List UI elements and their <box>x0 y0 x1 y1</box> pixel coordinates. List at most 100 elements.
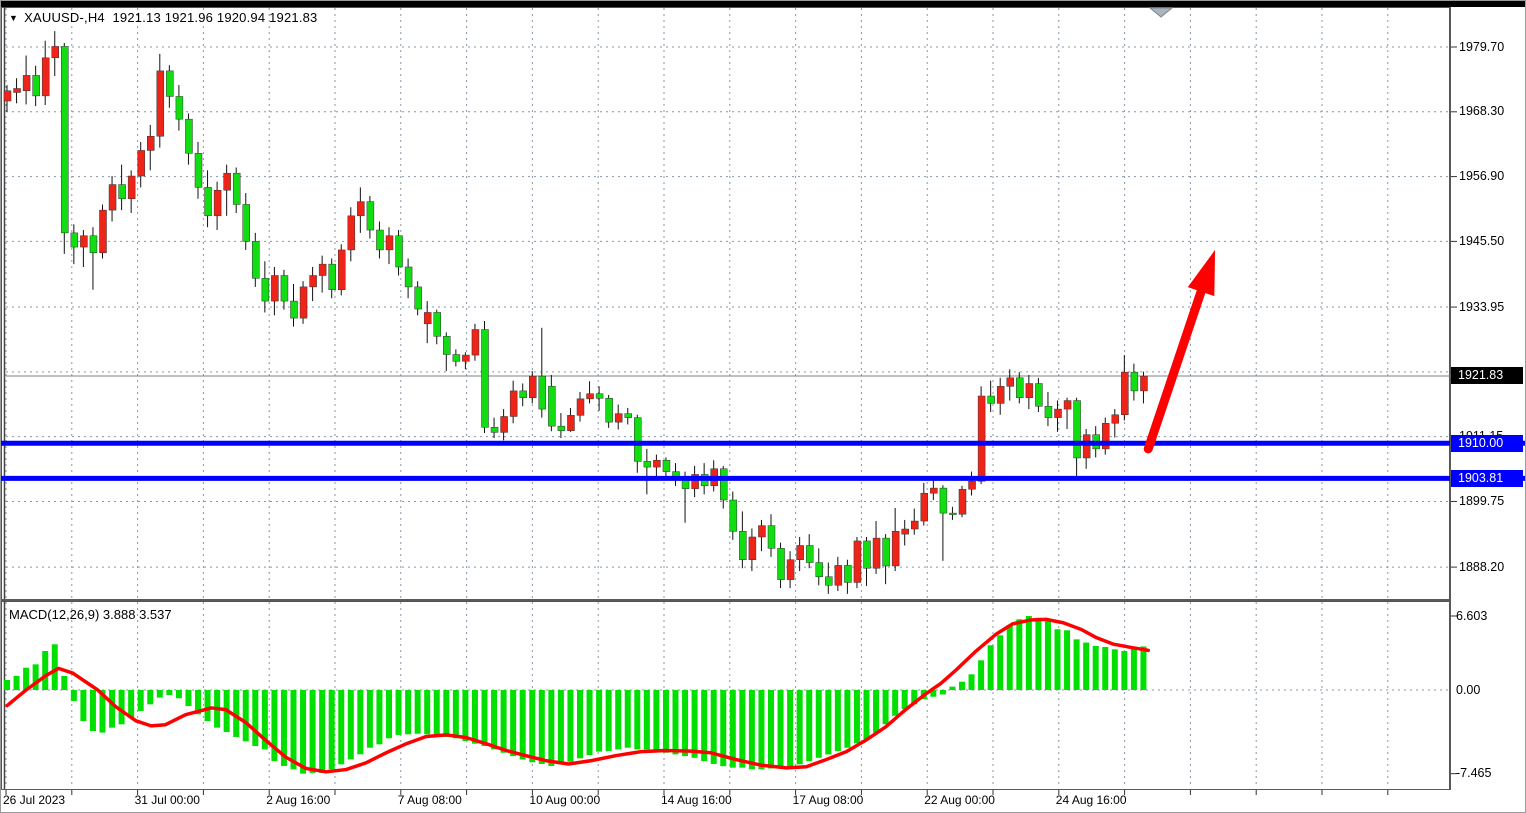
macd-histogram-bar <box>1016 619 1023 690</box>
macd-histogram-bar <box>42 651 49 690</box>
candle-body <box>490 427 499 433</box>
macd-histogram-bar <box>452 690 459 739</box>
macd-histogram-bar <box>300 690 307 774</box>
macd-histogram-bar <box>1111 649 1118 690</box>
candle-body <box>844 565 852 583</box>
candle-body <box>634 417 642 462</box>
candle-body <box>996 386 1005 404</box>
candle-body <box>786 559 795 580</box>
macd-histogram-bar <box>1073 639 1080 690</box>
macd-histogram-bar <box>653 690 660 752</box>
macd-histogram-bar <box>99 690 106 733</box>
macd-histogram-bar <box>968 674 975 690</box>
candle-body <box>185 118 193 154</box>
macd-histogram-bar <box>1035 617 1042 690</box>
macd-histogram-bar <box>758 690 765 770</box>
macd-histogram-bar <box>815 690 822 758</box>
macd-histogram-bar <box>500 690 507 753</box>
trend-arrow-head[interactable] <box>1187 249 1216 297</box>
macd-histogram-bar <box>662 690 669 753</box>
candle-body <box>376 229 384 251</box>
macd-tick-label: -7.465 <box>1456 766 1492 781</box>
macd-histogram-bar <box>643 690 650 750</box>
ohlc-values-label: 1921.13 1921.96 1920.94 1921.83 <box>112 10 318 25</box>
candle-body <box>1140 375 1148 392</box>
macd-histogram-bar <box>433 690 440 736</box>
candle-body <box>825 576 833 586</box>
candle-body <box>404 266 413 288</box>
chart-shift-marker-icon[interactable] <box>1148 7 1174 18</box>
macd-histogram-bar <box>395 690 402 735</box>
candle-body <box>576 398 585 416</box>
macd-histogram-bar <box>557 690 564 765</box>
candle-body <box>32 75 40 97</box>
macd-histogram-bar <box>491 690 498 750</box>
candle-body <box>939 487 948 514</box>
candle-body <box>41 57 50 97</box>
candle-body <box>137 150 145 177</box>
macd-histogram-bar <box>710 690 717 764</box>
macd-histogram-bar <box>1054 629 1061 690</box>
macd-histogram-bar <box>892 690 899 716</box>
candle-body <box>1102 423 1110 450</box>
macd-histogram-bar <box>204 690 211 722</box>
macd-histogram-bar <box>128 690 135 718</box>
candle-body <box>548 386 556 427</box>
macd-histogram-bar <box>1044 620 1051 690</box>
candle-body <box>1006 377 1014 387</box>
candle-body <box>213 189 222 217</box>
price-tick-label: 1956.90 <box>1459 169 1505 184</box>
macd-histogram-bar <box>768 690 774 769</box>
macd-histogram-bar <box>510 690 517 757</box>
macd-histogram-bar <box>4 680 10 690</box>
candle-body <box>175 96 184 120</box>
macd-histogram-bar <box>290 690 297 770</box>
macd-histogram-bar <box>376 690 383 745</box>
macd-histogram-bar <box>873 690 880 733</box>
candle-body <box>127 175 136 200</box>
panel-separator[interactable] <box>1 599 1450 601</box>
candle-body <box>595 393 604 399</box>
macd-histogram-bar <box>1064 630 1071 690</box>
candle-body <box>691 474 699 489</box>
macd-histogram-bar <box>997 635 1004 690</box>
candle-body <box>758 525 766 538</box>
symbol-dropdown-icon: ▼ <box>9 13 19 23</box>
macd-histogram-bar <box>252 690 259 747</box>
time-tick-label: 24 Aug 16:00 <box>1055 793 1127 807</box>
candle-body <box>385 235 394 251</box>
candle-body <box>1025 383 1034 398</box>
macd-histogram-bar <box>347 690 354 760</box>
candle-body <box>624 413 632 418</box>
macd-histogram-bar <box>624 690 631 748</box>
candle-body <box>280 275 289 302</box>
trend-arrow-shaft[interactable] <box>1143 281 1208 454</box>
candle-body <box>70 232 79 248</box>
candle-body <box>318 263 327 276</box>
candle-body <box>720 468 728 501</box>
level-price-tag-1903: 1903.81 <box>1451 469 1523 487</box>
time-tick-label: 31 Jul 00:00 <box>134 793 200 807</box>
candle-body <box>89 235 98 254</box>
symbol-timeframe-label: XAUUSD-,H4 <box>24 10 105 25</box>
macd-histogram-bar <box>577 690 583 759</box>
macd-histogram-bar <box>567 690 574 762</box>
macd-signal-line <box>5 617 1150 774</box>
candle-body <box>605 398 613 423</box>
time-tick-label: 22 Aug 00:00 <box>924 793 995 807</box>
candle-body <box>891 531 900 567</box>
macd-histogram-bar <box>424 690 431 735</box>
macd-histogram-bar <box>109 690 116 728</box>
macd-histogram-bar <box>863 690 870 740</box>
candle-body <box>3 90 12 102</box>
candle-body <box>748 536 757 560</box>
macd-histogram-bar <box>701 690 708 762</box>
macd-histogram-bar <box>32 664 39 690</box>
macd-histogram-bar <box>405 690 412 735</box>
macd-histogram-bar <box>720 690 727 767</box>
macd-histogram-bar <box>70 690 77 701</box>
candle-body <box>156 70 165 137</box>
price-axis-separator <box>1450 7 1451 790</box>
candle-body <box>232 172 241 205</box>
